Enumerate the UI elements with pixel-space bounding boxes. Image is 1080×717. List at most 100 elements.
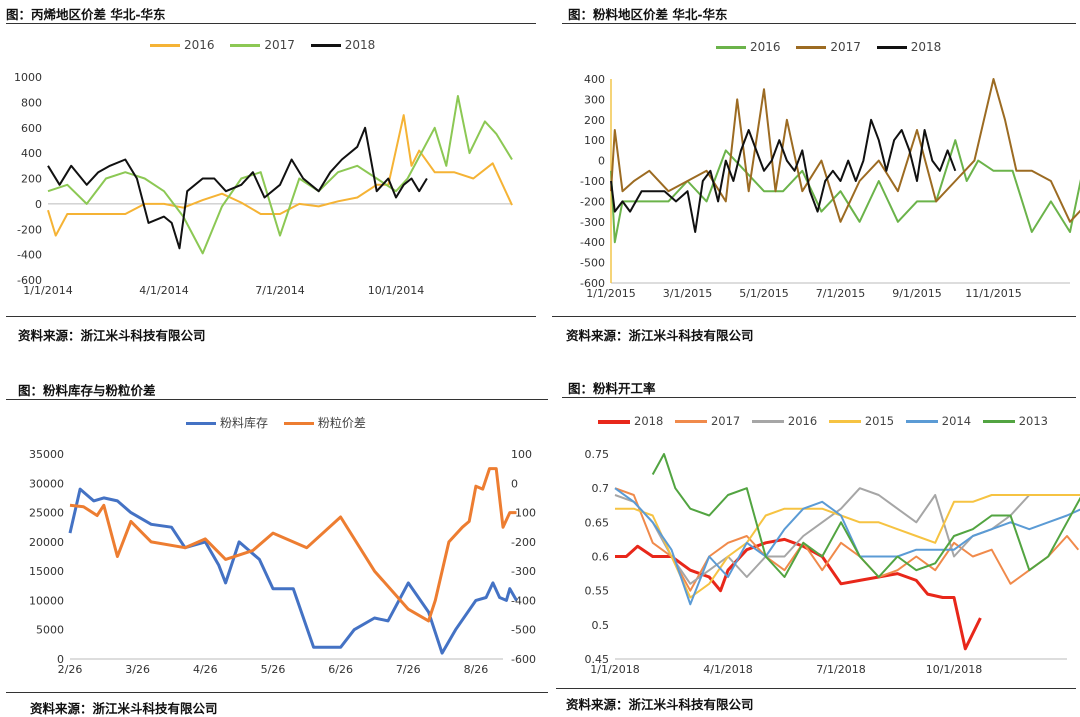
x-tick-label: 4/1/2018 (703, 663, 752, 676)
y-tick-label: 0.55 (585, 585, 610, 598)
y-tick-label: 0.65 (585, 516, 610, 529)
y-tick-label: -200 (17, 223, 42, 236)
x-tick-label: 3/26 (125, 663, 150, 676)
x-tick-label: 11/1/2015 (965, 287, 1021, 300)
legend-label: 2018 (634, 414, 664, 428)
y-tick-label: 35000 (29, 448, 64, 461)
series-line-2016 (614, 487, 1080, 585)
y-tick-label: 5000 (36, 624, 64, 637)
series-line-2014 (614, 487, 1080, 606)
chart-source: 资料来源：浙江米斗科技有限公司 (566, 328, 754, 343)
y-right-tick-label: -100 (511, 507, 536, 520)
chart-source: 资料来源：浙江米斗科技有限公司 (18, 328, 206, 343)
y-tick-label: 15000 (29, 565, 64, 578)
y-tick-label: 300 (584, 93, 605, 106)
x-tick-label: 4/26 (193, 663, 218, 676)
y-tick-label: -100 (580, 175, 605, 188)
y-tick-label: 0 (598, 155, 605, 168)
y-right-tick-label: -500 (511, 624, 536, 637)
legend-item: 2016 (751, 414, 817, 428)
legend-label: 2017 (264, 38, 295, 52)
y-tick-label: -400 (17, 249, 42, 262)
chart-legend: 2018 2017 2016 2015 2014 2013 (598, 414, 1048, 428)
y-right-tick-label: -600 (511, 653, 536, 666)
legend-item: 2018 (598, 414, 663, 428)
legend-item: 2017 (796, 40, 861, 54)
series-line-2017 (47, 95, 513, 255)
y-tick-label: 0.75 (585, 448, 610, 461)
x-tick-label: 3/1/2015 (663, 287, 712, 300)
series-line-2013 (651, 453, 1080, 578)
chart-plot: 0.75 0.7 0.65 0.6 0.55 0.5 0.451/1/2018 4/1/201… (585, 448, 1080, 676)
chart-title: 图：粉料库存与粉粒价差 (18, 383, 156, 398)
y-tick-label: -600 (580, 277, 605, 290)
y-tick-label: -300 (580, 216, 605, 229)
series-line-2017 (610, 78, 1080, 223)
x-tick-label: 7/1/2018 (816, 663, 865, 676)
y-tick-label: 0 (57, 653, 64, 666)
series-line-2016 (610, 139, 1080, 244)
y-right-tick-label: -300 (511, 565, 536, 578)
source-rule (6, 692, 548, 693)
chart-title: 图：粉料地区价差 华北-华东 (568, 7, 728, 22)
source-rule (552, 316, 1076, 317)
legend-label: 2014 (941, 414, 972, 428)
y-tick-label: 0.45 (585, 653, 610, 666)
x-tick-label: 5/26 (261, 663, 286, 676)
legend-item: 2018 (310, 38, 376, 52)
y-right-tick-label: -200 (511, 536, 536, 549)
legend-item: 粉粒价差 (283, 414, 366, 431)
x-tick-label: 8/26 (464, 663, 489, 676)
y-right-tick-label: 100 (511, 448, 532, 461)
x-tick-label: 7/1/2014 (255, 284, 304, 297)
y-tick-label: -200 (580, 195, 605, 208)
legend-label: 2017 (710, 414, 741, 428)
legend-item: 2013 (982, 414, 1048, 428)
series-line-2018 (47, 126, 428, 250)
x-tick-label: 1/1/2014 (23, 284, 72, 297)
x-tick-label: 7/26 (396, 663, 421, 676)
y-tick-label: 0.5 (592, 619, 610, 632)
x-tick-label: 2/26 (58, 663, 83, 676)
y-tick-label: 20000 (29, 536, 64, 549)
y-right-tick-label: 0 (511, 477, 518, 490)
legend-label: 2017 (830, 40, 861, 54)
title-rule (562, 397, 1076, 398)
title-rule (6, 23, 536, 24)
y-tick-label: 25000 (29, 507, 64, 520)
chart-title: 图：粉料开工率 (568, 381, 656, 396)
series-line-2018 (610, 118, 957, 233)
y-tick-label: 200 (21, 173, 42, 186)
legend-item: 2015 (828, 414, 895, 428)
chart-source: 资料来源：浙江米斗科技有限公司 (30, 701, 218, 716)
source-rule (6, 316, 536, 317)
y-tick-label: 10000 (29, 594, 64, 607)
legend-item: 2014 (905, 414, 972, 428)
x-tick-label: 10/1/2018 (926, 663, 982, 676)
legend-label: 2016 (750, 40, 781, 54)
x-tick-label: 1/1/2018 (590, 663, 639, 676)
x-tick-label: 10/1/2014 (368, 284, 424, 297)
series-line-粉粒价差 (69, 467, 517, 623)
x-tick-label: 9/1/2015 (892, 287, 941, 300)
legend-label: 2018 (344, 38, 376, 52)
chart-title: 图：丙烯地区价差 华北-华东 (6, 7, 166, 22)
series-line-2017 (614, 487, 1080, 592)
legend-item: 2016 (716, 40, 781, 54)
y-tick-label: 800 (21, 96, 42, 109)
y-tick-label: 30000 (29, 477, 64, 490)
y-tick-label: 0.7 (592, 482, 610, 495)
y-tick-label: -400 (580, 236, 605, 249)
legend-label: 2015 (864, 414, 895, 428)
series-line-粉料库存 (68, 487, 518, 655)
chart-source: 资料来源：浙江米斗科技有限公司 (566, 697, 754, 712)
y-tick-label: -600 (17, 274, 42, 287)
title-rule (562, 23, 1076, 24)
chart-plot: 35000 30000 25000 20000 15000 10000 5000 0 100 0 -… (29, 448, 536, 676)
legend-item: 2017 (230, 38, 295, 52)
y-tick-label: 200 (584, 114, 605, 127)
legend-item: 2017 (674, 414, 741, 428)
y-tick-label: -500 (580, 257, 605, 270)
y-right-tick-label: -400 (511, 594, 536, 607)
